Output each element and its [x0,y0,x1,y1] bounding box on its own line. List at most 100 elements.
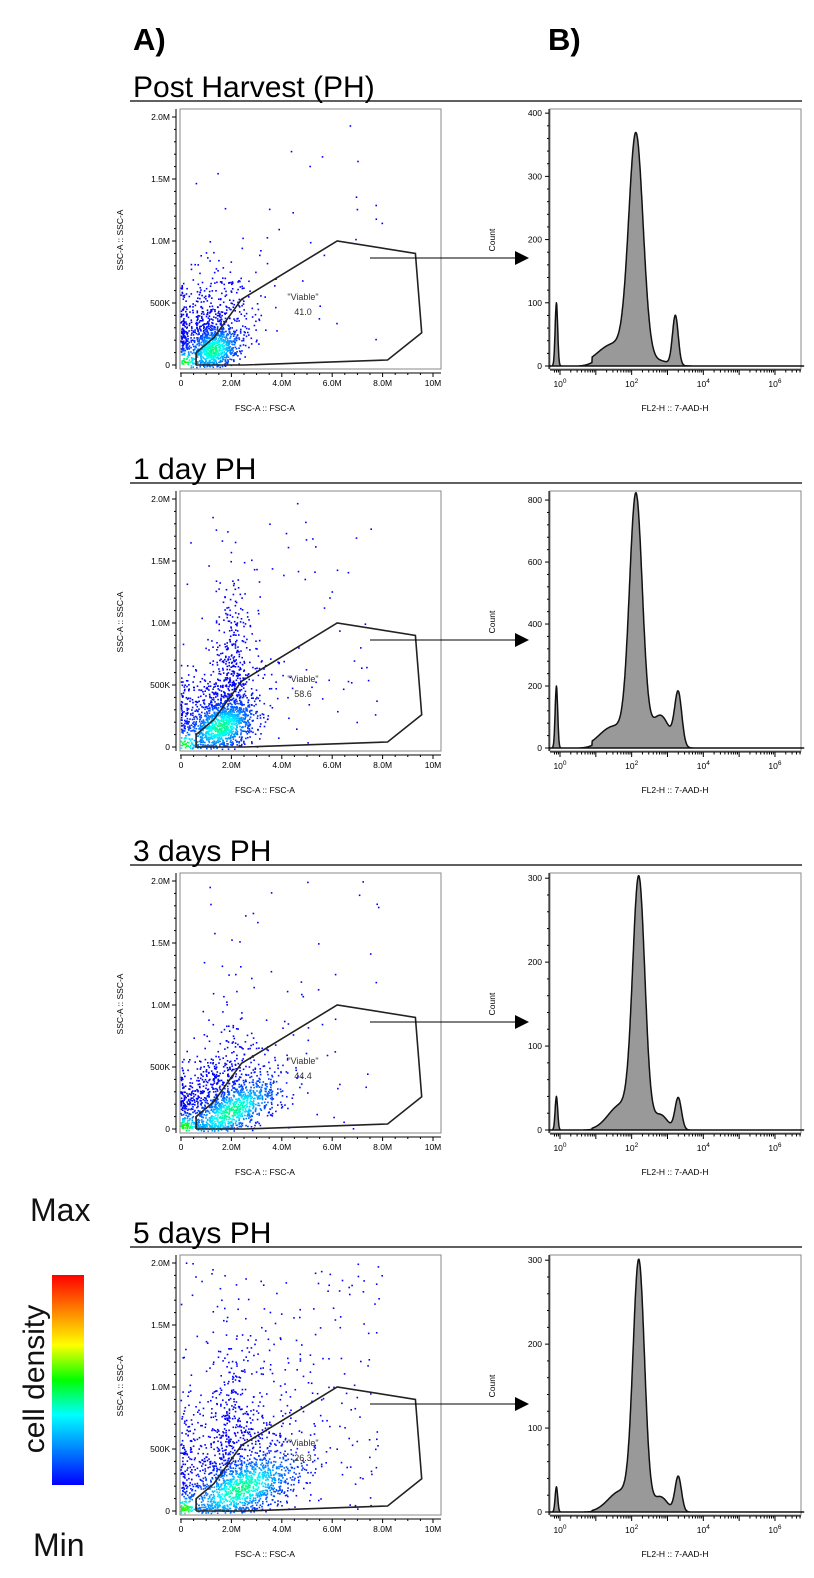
scatter-point [222,277,224,279]
scatter-point [217,698,219,701]
scatter-point [244,1114,246,1117]
scatter-point [182,350,185,352]
scatter-point [203,961,206,964]
scatter-point [206,1099,208,1102]
scatter-point [235,1073,237,1075]
scatter-point [213,699,215,701]
scatter-point [190,743,193,745]
viable-gate[interactable] [195,1004,423,1130]
scatter-point [259,700,261,702]
scatter-point [198,1096,200,1098]
scatter-point [196,705,199,708]
scatter-point [184,1104,186,1106]
scatter-point [211,716,214,718]
scatter-point [256,1080,258,1083]
scatter-point [205,1071,208,1073]
scatter-point [361,667,363,669]
scatter-point [193,718,196,720]
scatter-point [237,694,239,696]
scatter-point [244,1107,247,1110]
scatter-point [195,346,197,349]
scatter-point [182,307,185,310]
scatter-point [248,722,250,724]
scatter-point [209,715,211,718]
histogram-x-tick-label: 106 [768,378,781,389]
scatter-point [215,742,217,744]
scatter-point [226,1125,229,1128]
scatter-point [236,1108,239,1111]
scatter-point [187,726,189,728]
scatter-point [228,1097,230,1099]
scatter-point [220,1102,223,1104]
scatter-point [225,312,228,314]
scatter-point [182,1121,185,1124]
scatter-point [238,363,240,365]
scatter-point [184,1112,186,1114]
scatter-point [182,336,184,339]
scatter-point [238,720,241,722]
scatter-point [237,1062,240,1065]
scatter-point [201,1102,203,1104]
scatter-point [185,1130,188,1132]
scatter-point [215,529,218,531]
scatter-point [183,1124,186,1126]
scatter-point [271,1074,273,1077]
scatter-point [229,731,232,733]
scatter-point [218,1117,221,1119]
scatter-point [216,1113,219,1116]
scatter-point [228,711,231,713]
viable-gate[interactable] [195,622,423,748]
scatter-point [213,338,216,340]
scatter-point [253,1094,256,1096]
scatter-point [203,1126,205,1129]
scatter-point [213,715,216,718]
scatter-point [277,661,279,664]
scatter-point [242,717,245,719]
scatter-point [197,328,199,331]
scatter-point [225,321,228,323]
scatter-point [215,1101,218,1104]
histogram-x-tick-exponent: 4 [706,378,710,385]
scatter-point [205,1123,208,1126]
scatter-point [239,1125,242,1128]
scatter-point [193,689,195,691]
scatter-point [350,682,353,684]
scatter-point [231,616,234,618]
scatter-point [241,685,243,688]
scatter-point [212,1100,214,1103]
scatter-point [233,700,235,702]
scatter-point [184,1107,186,1110]
scatter-point [245,915,247,917]
scatter-point [234,709,237,711]
scatter-point [235,339,238,342]
scatter-point [247,1109,250,1112]
scatter-point [236,1127,239,1129]
scatter-point [196,1055,199,1058]
scatter-point [223,351,225,354]
scatter-point [199,327,201,330]
scatter-point [259,1078,261,1081]
scatter-point [201,338,204,341]
scatter-point [205,354,207,357]
scatter-point [192,722,194,724]
scatter-point [269,1094,272,1097]
scatter-point [252,1098,255,1100]
scatter-point [234,720,237,722]
scatter-point [270,1091,273,1094]
scatter-point [215,683,217,685]
scatter-point [365,1086,367,1089]
viable-gate[interactable] [195,240,423,366]
scatter-point [193,340,196,342]
scatter-point [242,714,244,716]
scatter-point [184,330,187,333]
scatter-point [220,736,222,738]
scatter-point [226,672,228,675]
scatter-point [225,717,227,720]
scatter-point [188,348,190,350]
scatter-point [238,1105,240,1108]
scatter-point [219,1107,221,1109]
scatter-point [230,1097,233,1099]
scatter-point [199,361,202,364]
